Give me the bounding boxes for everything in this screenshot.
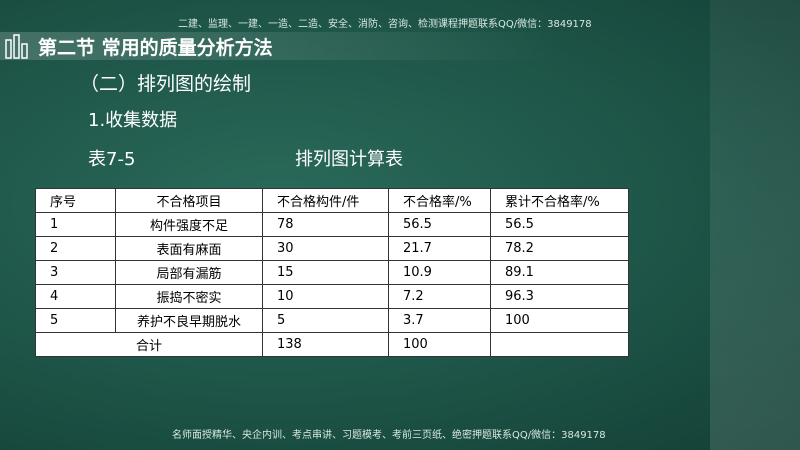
table-cell: 振捣不密实 (115, 284, 263, 309)
table-cell: 78 (262, 212, 389, 237)
table-cell: 养护不良早期脱水 (115, 308, 263, 333)
table-cell: 表面有麻面 (115, 236, 263, 261)
table-row: 合计 138 100 (35, 332, 629, 357)
table-row: 序号 不合格项目 不合格构件/件 不合格率/% 累计不合格率/% (35, 188, 629, 213)
table-cell: 100 (388, 332, 491, 357)
table-cell: 构件强度不足 (115, 212, 263, 237)
slide-title: 第二节 常用的质量分析方法 (38, 37, 273, 59)
table-row: 2 表面有麻面 30 21.7 78.2 (35, 236, 629, 261)
table-cell: 不合格率/% (388, 188, 491, 213)
table-cell: 30 (262, 236, 389, 261)
table-cell: 不合格项目 (115, 188, 263, 213)
table-row: 5 养护不良早期脱水 5 3.7 100 (35, 308, 629, 333)
table-row: 3 局部有漏筋 15 10.9 89.1 (35, 260, 629, 285)
table-cell: 3.7 (388, 308, 491, 333)
table-cell: 合计 (35, 332, 263, 357)
table-cell: 3 (35, 260, 116, 285)
table-cell: 局部有漏筋 (115, 260, 263, 285)
table-cell: 138 (262, 332, 389, 357)
subtitle: （二）排列图的绘制 (80, 73, 252, 95)
table-cell: 56.5 (490, 212, 629, 237)
watermark: 二建、监理、一建、一造、二造、安全、消防、咨询、检测课程押题联系QQ/微信：38… (178, 19, 592, 30)
table-cell: 10.9 (388, 260, 491, 285)
title-bar (0, 32, 560, 60)
table-cell: 不合格构件/件 (262, 188, 389, 213)
table-cell: 2 (35, 236, 116, 261)
table-cell: 89.1 (490, 260, 629, 285)
section: 1.收集数据 (88, 110, 178, 131)
title-icon (5, 34, 28, 59)
table-cell (490, 332, 629, 357)
table-cell: 21.7 (388, 236, 491, 261)
table-cell: 56.5 (388, 212, 491, 237)
footer: 名师面授精华、央企内训、考点串讲、习题模考、考前三页纸、绝密押题联系QQ/微信：… (172, 430, 606, 441)
table-cell: 96.3 (490, 284, 629, 309)
table-cell: 累计不合格率/% (490, 188, 629, 213)
table-row: 1 构件强度不足 78 56.5 56.5 (35, 212, 629, 237)
table-cell: 序号 (35, 188, 116, 213)
caption-label: 表7-5 (88, 149, 136, 170)
table-cell: 78.2 (490, 236, 629, 261)
table-cell: 10 (262, 284, 389, 309)
table-cell: 1 (35, 212, 116, 237)
table-cell: 4 (35, 284, 116, 309)
data-table: 序号 不合格项目 不合格构件/件 不合格率/% 累计不合格率/% 1 构件强度不足 78 56.… (35, 188, 629, 357)
table-cell: 5 (262, 308, 389, 333)
table-row: 4 振捣不密实 10 7.2 96.3 (35, 284, 629, 309)
caption-title: 排列图计算表 (295, 149, 403, 170)
table-cell: 7.2 (388, 284, 491, 309)
table-cell: 100 (490, 308, 629, 333)
table-cell: 15 (262, 260, 389, 285)
table-cell: 5 (35, 308, 116, 333)
building-decoration (710, 0, 800, 450)
